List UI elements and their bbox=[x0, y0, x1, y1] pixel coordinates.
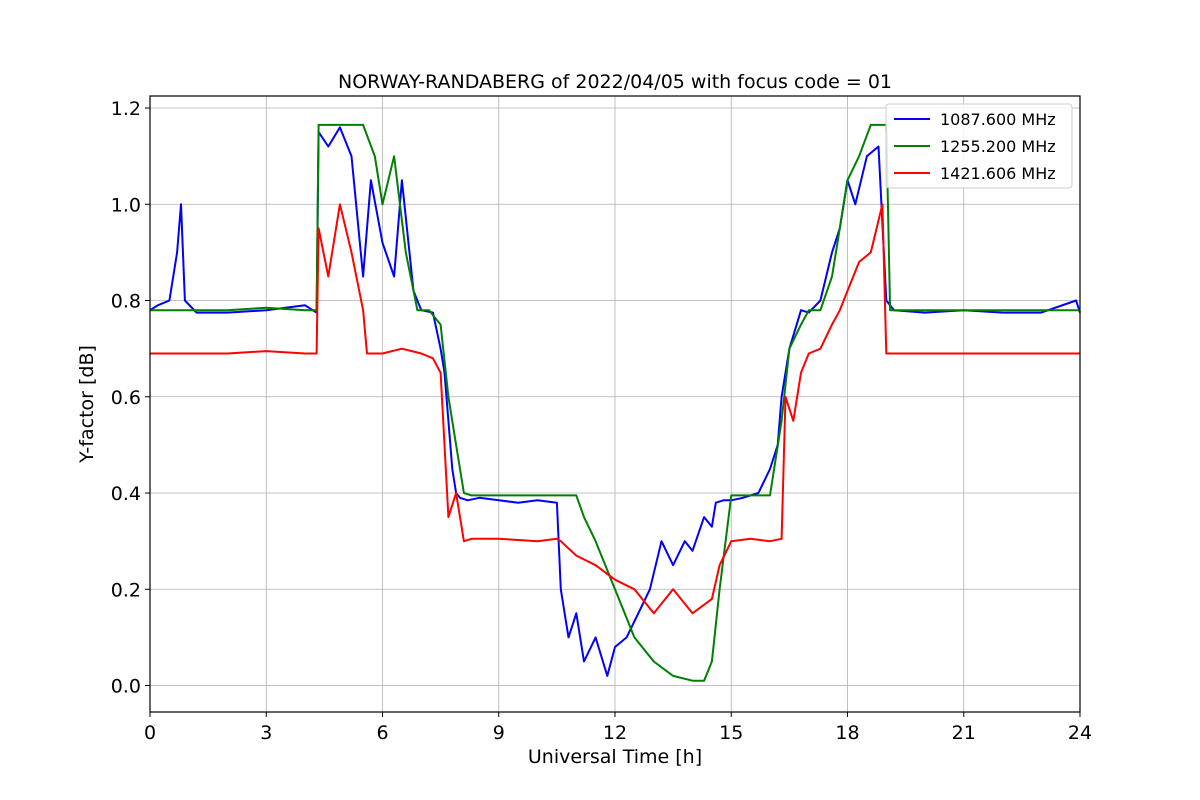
ticks: 0 3 6 9 12 15 18 21 24 0.0 0.2 0.4 0.6 0.8 1.0 1.2 bbox=[111, 98, 1092, 744]
legend-box bbox=[885, 103, 1073, 189]
x-tick-label-1: 3 bbox=[260, 722, 272, 744]
y-tick-label-1: 0.2 bbox=[111, 579, 141, 601]
x-tick-label-8: 24 bbox=[1068, 722, 1092, 744]
series-line-2 bbox=[150, 203, 1080, 615]
x-tick-label-7: 21 bbox=[952, 722, 976, 744]
x-tick-label-4: 12 bbox=[603, 722, 627, 744]
series-line-0 bbox=[149, 126, 1081, 677]
y-tick-label-6: 1.2 bbox=[111, 98, 141, 120]
legend: 1087.600 MHz 1255.200 MHz 1421.606 MHz bbox=[885, 103, 1073, 189]
x-tick-label-5: 15 bbox=[719, 722, 743, 744]
x-axis-label: Universal Time [h] bbox=[528, 746, 702, 768]
legend-label-1: 1255.200 MHz bbox=[940, 137, 1056, 156]
series-line-1 bbox=[150, 123, 1080, 682]
y-tick-label-3: 0.6 bbox=[111, 387, 141, 409]
y-tick-label-5: 1.0 bbox=[111, 194, 141, 216]
x-tick-label-6: 18 bbox=[835, 722, 859, 744]
legend-label-2: 1421.606 MHz bbox=[940, 164, 1056, 183]
x-tick-label-0: 0 bbox=[144, 722, 156, 744]
x-tick-label-2: 6 bbox=[376, 722, 388, 744]
y-tick-label-2: 0.4 bbox=[111, 483, 141, 505]
chart-title: NORWAY-RANDABERG of 2022/04/05 with focu… bbox=[338, 71, 892, 93]
x-tick-label-3: 9 bbox=[493, 722, 505, 744]
y-axis-label: Y-factor [dB] bbox=[76, 345, 98, 464]
y-tick-label-0: 0.0 bbox=[111, 676, 141, 698]
legend-label-0: 1087.600 MHz bbox=[940, 110, 1056, 129]
y-tick-label-4: 0.8 bbox=[111, 291, 141, 313]
series-layer bbox=[149, 123, 1081, 682]
